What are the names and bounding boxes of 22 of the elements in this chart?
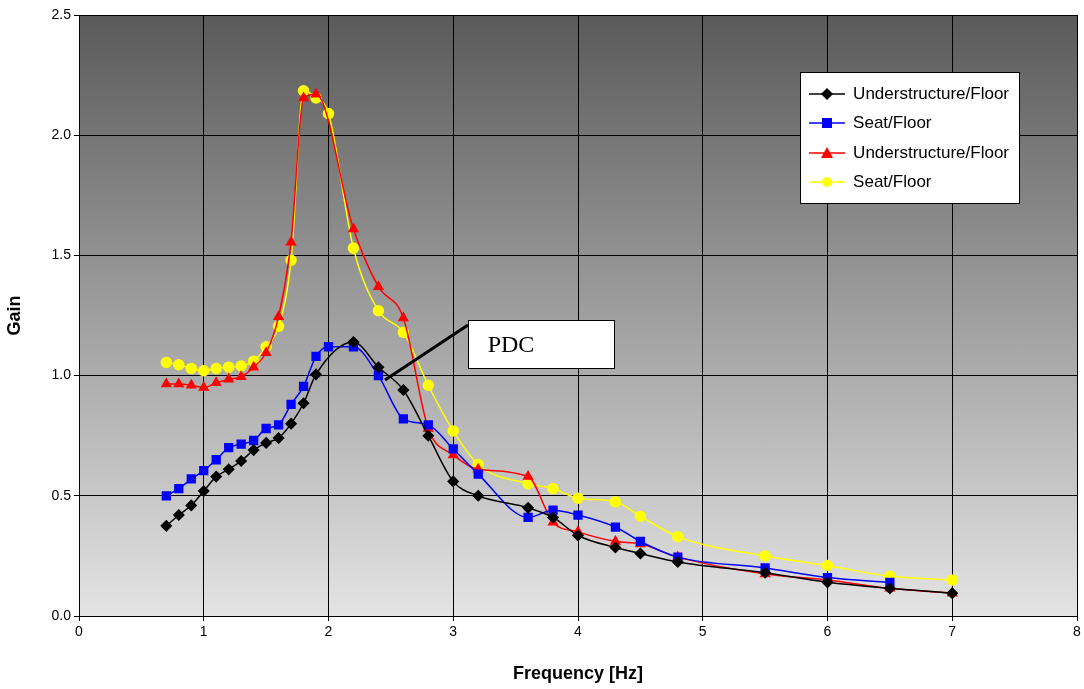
legend-label: Seat/Floor: [853, 172, 932, 193]
x-tick-label: 4: [574, 623, 583, 640]
x-tick-label: 0: [75, 623, 84, 640]
x-tick-label: 1: [199, 623, 208, 640]
x-tick-label: 3: [449, 623, 458, 640]
y-tick-label: 2.0: [51, 126, 72, 143]
legend-label: Understructure/Floor: [853, 142, 1009, 163]
x-tick-label: 8: [1073, 623, 1082, 640]
y-tick-label: 0.5: [51, 486, 72, 503]
y-tick-label: 1.5: [51, 246, 72, 263]
x-axis-title: Frequency [Hz]: [512, 663, 644, 684]
annotation: PDC: [487, 331, 535, 359]
x-tick-label: 5: [698, 623, 707, 640]
y-axis-title: Gain: [3, 295, 24, 336]
x-tick-label: 2: [324, 623, 333, 640]
x-tick-label: 6: [823, 623, 832, 640]
y-tick-label: 0.0: [51, 606, 72, 623]
y-tick-label: 2.5: [51, 5, 72, 22]
y-tick-label: 1.0: [51, 366, 72, 383]
legend-label: Seat/Floor: [853, 113, 932, 134]
x-tick-label: 7: [948, 623, 957, 640]
legend-label: Understructure/Floor: [853, 83, 1009, 104]
